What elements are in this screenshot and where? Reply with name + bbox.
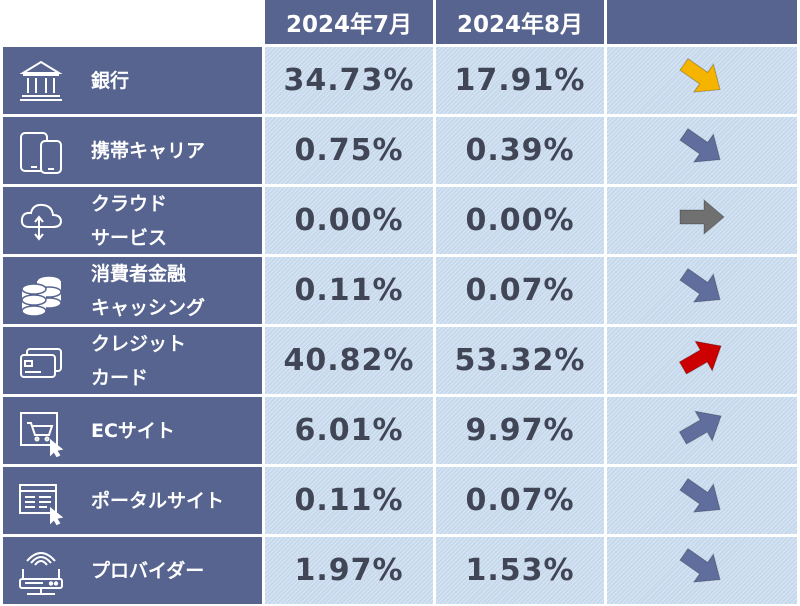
category-label: 消費者金融キャッシング [91,257,205,324]
value-aug: 0.07% [436,257,604,324]
category-label-line2: カード [91,366,149,389]
category-label: 銀行 [91,47,129,114]
bank-icon [17,55,65,107]
credit-card-icon [17,335,65,387]
category-label-line1: クラウド [91,192,168,215]
trend-cell [607,537,797,604]
trend-arrow-down-icon [672,263,732,319]
category-cell: ECサイト [3,397,262,464]
trend-arrow-down-icon [672,543,732,599]
category-cell: プロバイダー [3,537,262,604]
trend-cell [607,327,797,394]
category-label-line1: 銀行 [91,69,130,92]
value-jul: 0.75% [265,117,433,184]
category-cell: クレジット カード [3,327,262,394]
value-aug: 53.32% [436,327,604,394]
web-portal-icon [17,475,65,527]
category-label: ECサイト [91,397,175,464]
value-aug: 1.53% [436,537,604,604]
trend-arrow-down-icon [672,473,732,529]
trend-arrow-down-icon [672,123,732,179]
value-aug: 9.97% [436,397,604,464]
mobile-devices-icon [17,125,65,177]
router-icon [17,545,65,597]
value-jul: 1.97% [265,537,433,604]
category-label-line2: キャッシング [91,296,206,319]
value-aug: 0.00% [436,187,604,254]
category-cell: ポータルサイト [3,467,262,534]
trend-arrow-up-icon [672,403,732,459]
category-label-line1: 携帯キャリア [91,139,206,162]
trend-cell [607,257,797,324]
trend-cell [607,47,797,114]
value-jul: 6.01% [265,397,433,464]
value-aug: 17.91% [436,47,604,114]
cloud-icon [17,195,65,247]
value-jul: 0.11% [265,467,433,534]
value-aug: 0.07% [436,467,604,534]
trend-arrow-down-icon [672,53,732,109]
category-label: クレジット カード [91,327,186,394]
category-label: ポータルサイト [91,467,224,534]
trend-arrow-up-icon [672,333,732,389]
column-header-aug: 2024年8月 [436,0,604,44]
column-header-trend [607,0,797,44]
category-label-line1: ECサイト [91,419,175,442]
value-jul: 34.73% [265,47,433,114]
trend-cell [607,187,797,254]
trend-cell [607,397,797,464]
trend-cell [607,467,797,534]
category-label-line1: クレジット [91,332,187,355]
category-cell: クラウド サービス [3,187,262,254]
category-label-line1: 消費者金融 [91,262,187,285]
shopping-cart-icon [17,405,65,458]
category-cell: 銀行 [3,47,262,114]
category-label: プロバイダー [91,537,204,604]
coin-stack-icon [17,265,65,317]
trend-cell [607,117,797,184]
column-header-jul: 2024年7月 [265,0,433,44]
category-label-line2: サービス [91,226,168,249]
value-aug: 0.39% [436,117,604,184]
category-label: 携帯キャリア [91,117,205,184]
category-cell: 消費者金融キャッシング [3,257,262,324]
value-jul: 0.00% [265,187,433,254]
category-label-line1: ポータルサイト [91,489,225,512]
value-jul: 40.82% [265,327,433,394]
category-cell: 携帯キャリア [3,117,262,184]
category-label-line1: プロバイダー [91,559,205,582]
category-label: クラウド サービス [91,187,167,254]
value-jul: 0.11% [265,257,433,324]
trend-arrow-flat-icon [672,193,732,249]
